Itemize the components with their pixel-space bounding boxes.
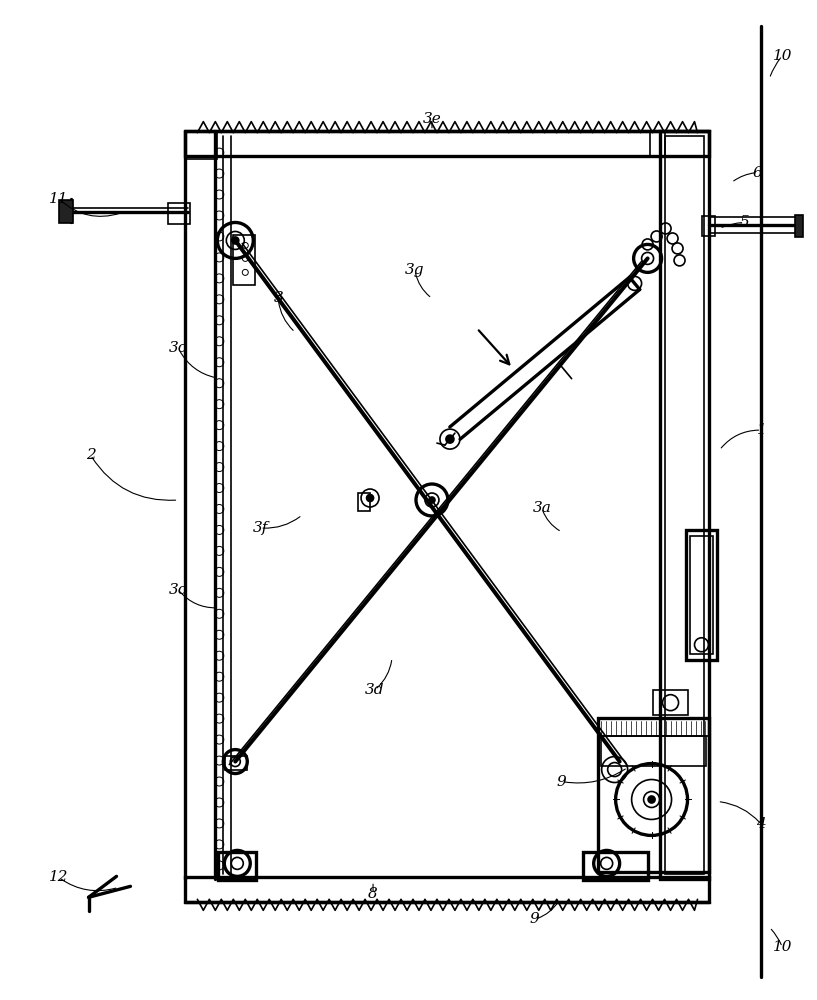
- Circle shape: [429, 497, 435, 503]
- Circle shape: [648, 796, 655, 803]
- Bar: [664, 136, 704, 874]
- Text: 2: 2: [86, 448, 96, 462]
- Text: 3g: 3g: [405, 263, 425, 277]
- Text: 11: 11: [49, 192, 69, 206]
- Text: 8: 8: [368, 887, 378, 901]
- Circle shape: [232, 237, 239, 244]
- Text: 10: 10: [773, 940, 792, 954]
- Bar: [702, 216, 716, 236]
- Text: 3e: 3e: [422, 112, 441, 126]
- Text: 6: 6: [752, 166, 762, 180]
- Text: 5: 5: [739, 215, 749, 229]
- Text: 3d: 3d: [365, 683, 385, 697]
- Text: 12: 12: [49, 870, 69, 884]
- Bar: [185, 131, 217, 159]
- Text: 4: 4: [757, 817, 766, 831]
- Text: 3f: 3f: [252, 521, 268, 535]
- Bar: [185, 131, 709, 156]
- Circle shape: [367, 495, 373, 501]
- Bar: [358, 493, 370, 511]
- Text: 3c: 3c: [169, 583, 188, 597]
- Bar: [168, 203, 190, 224]
- Text: 1: 1: [757, 423, 766, 437]
- Text: 9: 9: [557, 775, 567, 789]
- Bar: [600, 736, 707, 766]
- Bar: [185, 877, 709, 902]
- Bar: [59, 200, 73, 223]
- Bar: [234, 235, 255, 285]
- Text: 9: 9: [530, 912, 540, 926]
- Bar: [650, 131, 664, 156]
- Bar: [795, 215, 803, 237]
- Bar: [685, 530, 717, 660]
- Bar: [653, 690, 688, 715]
- Bar: [690, 536, 713, 654]
- Text: 10: 10: [773, 49, 792, 63]
- Bar: [583, 852, 648, 880]
- Text: 3c: 3c: [169, 341, 188, 355]
- Bar: [659, 131, 709, 879]
- Bar: [225, 756, 248, 770]
- Bar: [598, 718, 709, 736]
- Bar: [218, 852, 257, 880]
- Text: 3: 3: [274, 291, 283, 305]
- Circle shape: [446, 435, 454, 443]
- Text: 3a: 3a: [533, 501, 551, 515]
- Bar: [598, 718, 709, 872]
